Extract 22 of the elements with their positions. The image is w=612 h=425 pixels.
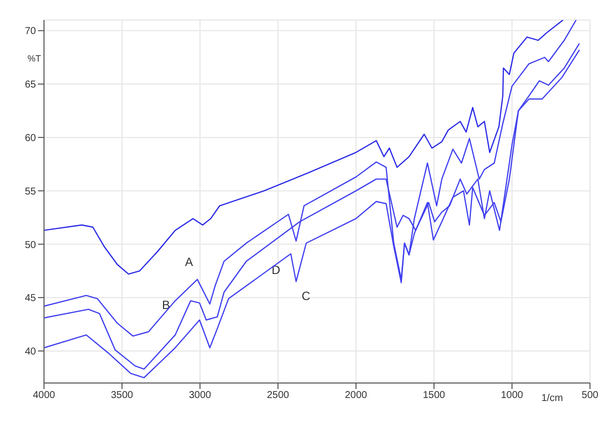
x-tick-label: 3000 bbox=[188, 390, 212, 402]
y-axis-title: %T bbox=[28, 53, 42, 64]
x-tick-label: 1000 bbox=[500, 390, 524, 402]
y-tick-label: 65 bbox=[24, 80, 36, 91]
x-tick-label: 2500 bbox=[266, 390, 290, 402]
x-tick-label: 3500 bbox=[110, 390, 134, 402]
y-tick-label: 45 bbox=[24, 293, 36, 304]
annotation: C bbox=[302, 289, 311, 303]
annotation: B bbox=[162, 298, 170, 312]
y-tick-label: 60 bbox=[24, 132, 36, 144]
y-tick-label: 70 bbox=[24, 26, 36, 38]
x-axis-title: 1/cm bbox=[541, 393, 563, 404]
x-tick-label: 4000 bbox=[32, 390, 56, 402]
y-tick-label: 55 bbox=[24, 186, 36, 198]
y-tick-label: 40 bbox=[24, 346, 36, 358]
x-tick-label: 2000 bbox=[344, 390, 368, 402]
x-tick-label: 1500 bbox=[422, 390, 446, 402]
y-tick-label: 50 bbox=[24, 240, 36, 251]
x-tick-label: 500 bbox=[582, 390, 599, 402]
line-series bbox=[44, 20, 564, 275]
annotation: A bbox=[184, 255, 194, 269]
annotation: D bbox=[272, 263, 281, 277]
